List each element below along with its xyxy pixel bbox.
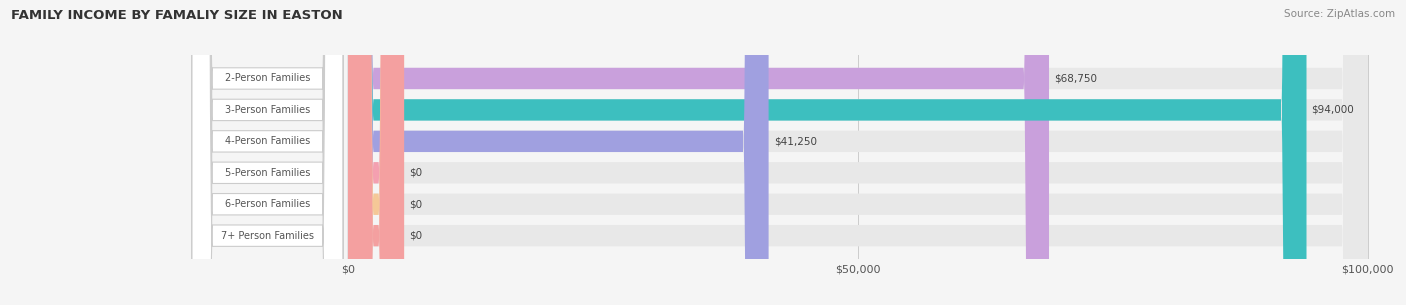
FancyBboxPatch shape [193, 0, 343, 305]
FancyBboxPatch shape [347, 0, 1368, 305]
Text: FAMILY INCOME BY FAMALIY SIZE IN EASTON: FAMILY INCOME BY FAMALIY SIZE IN EASTON [11, 9, 343, 22]
Text: $0: $0 [409, 168, 422, 178]
Text: 7+ Person Families: 7+ Person Families [221, 231, 314, 241]
FancyBboxPatch shape [347, 0, 769, 305]
Text: 6-Person Families: 6-Person Families [225, 199, 311, 209]
Text: $41,250: $41,250 [773, 136, 817, 146]
FancyBboxPatch shape [347, 0, 1368, 305]
FancyBboxPatch shape [347, 0, 1306, 305]
Text: 5-Person Families: 5-Person Families [225, 168, 311, 178]
Text: 4-Person Families: 4-Person Families [225, 136, 311, 146]
FancyBboxPatch shape [193, 0, 343, 305]
Text: 2-Person Families: 2-Person Families [225, 74, 311, 84]
FancyBboxPatch shape [193, 0, 343, 305]
Text: $68,750: $68,750 [1054, 74, 1097, 84]
Text: 3-Person Families: 3-Person Families [225, 105, 311, 115]
FancyBboxPatch shape [193, 0, 343, 305]
Text: Source: ZipAtlas.com: Source: ZipAtlas.com [1284, 9, 1395, 19]
FancyBboxPatch shape [193, 0, 343, 305]
FancyBboxPatch shape [347, 0, 404, 305]
FancyBboxPatch shape [347, 0, 1368, 305]
FancyBboxPatch shape [347, 0, 1368, 305]
Text: $94,000: $94,000 [1312, 105, 1354, 115]
FancyBboxPatch shape [347, 0, 404, 305]
FancyBboxPatch shape [347, 0, 1368, 305]
FancyBboxPatch shape [347, 0, 404, 305]
Text: $0: $0 [409, 199, 422, 209]
FancyBboxPatch shape [347, 0, 1049, 305]
Text: $0: $0 [409, 231, 422, 241]
FancyBboxPatch shape [347, 0, 1368, 305]
FancyBboxPatch shape [193, 0, 343, 305]
